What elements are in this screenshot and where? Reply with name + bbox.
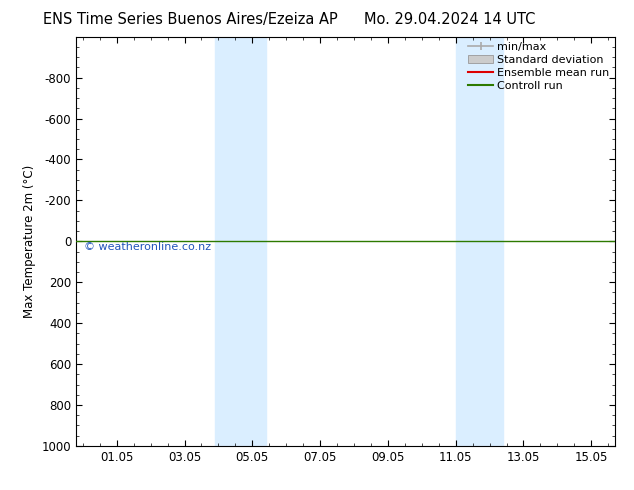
Y-axis label: Max Temperature 2m (°C): Max Temperature 2m (°C) bbox=[23, 165, 36, 318]
Text: Mo. 29.04.2024 14 UTC: Mo. 29.04.2024 14 UTC bbox=[365, 12, 536, 27]
Bar bbox=[215, 37, 266, 446]
Text: ENS Time Series Buenos Aires/Ezeiza AP: ENS Time Series Buenos Aires/Ezeiza AP bbox=[43, 12, 337, 27]
Bar bbox=[456, 37, 503, 446]
Text: © weatheronline.co.nz: © weatheronline.co.nz bbox=[84, 242, 211, 252]
Legend: min/max, Standard deviation, Ensemble mean run, Controll run: min/max, Standard deviation, Ensemble me… bbox=[466, 40, 612, 93]
